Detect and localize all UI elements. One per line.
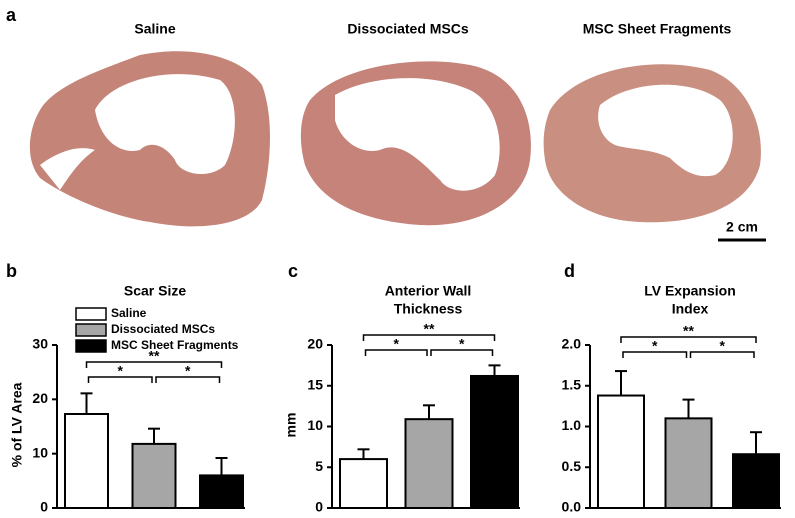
y-tick-label: 30 [32,336,48,352]
y-tick-label: 10 [307,417,323,433]
photo-title: Dissociated MSCs [347,21,469,37]
scale-bar-label: 2 cm [726,219,758,235]
panel-label: d [564,261,575,281]
significance-label: * [459,336,465,352]
significance-label: * [720,338,726,354]
bar [597,394,645,509]
chart-title: Index [672,301,709,317]
significance-label: * [652,338,658,354]
heart-photo [543,64,761,223]
y-tick-label: 2.0 [562,336,582,352]
bar [664,417,713,510]
y-tick-label: 15 [307,376,323,392]
bar [64,413,109,509]
y-tick-label: 0 [40,499,48,515]
bar [131,442,177,509]
y-axis-label: mm [283,413,299,438]
bar [199,474,244,509]
photo-title: Saline [134,21,175,37]
significance-label: ** [424,321,435,337]
panel-label: b [6,261,17,281]
legend-swatch [75,339,107,353]
significance-label: * [118,363,124,379]
legend-swatch [75,323,107,337]
y-tick-label: 0.0 [562,499,582,515]
legend-label: Saline [111,306,147,320]
significance-bracket [689,351,755,358]
y-tick-label: 5 [315,458,323,474]
chart-title: Anterior Wall [385,283,472,299]
bar [404,418,454,510]
photo-title: MSC Sheet Fragments [583,21,732,37]
significance-bracket [362,334,496,341]
legend-swatch [75,307,107,321]
bar [470,374,519,509]
significance-bracket [620,336,757,343]
bar [339,458,388,510]
significance-label: * [185,363,191,379]
y-tick-label: 20 [32,390,48,406]
heart-photo [29,51,270,227]
significance-label: ** [683,323,694,339]
chart-title: Scar Size [124,283,186,299]
legend-label: MSC Sheet Fragments [111,338,239,352]
legend-label: Dissociated MSCs [111,322,215,336]
y-tick-label: 20 [307,336,323,352]
significance-label: * [394,336,400,352]
significance-bracket [87,376,153,383]
y-tick-label: 10 [32,444,48,460]
panel-label: a [6,5,17,25]
significance-bracket [364,349,428,356]
y-tick-label: 1.0 [562,417,582,433]
significance-bracket [155,376,221,383]
significance-bracket [85,361,223,368]
significance-label: ** [149,348,160,364]
y-tick-label: 0.5 [562,458,582,474]
significance-bracket [430,349,494,356]
y-tick-label: 1.5 [562,376,582,392]
panel-label: c [288,261,298,281]
bar [732,453,780,509]
y-tick-label: 0 [315,499,323,515]
y-axis-label: % of LV Area [9,382,25,467]
significance-bracket [622,351,688,358]
chart-title: Thickness [394,301,463,317]
heart-photo [300,61,531,226]
chart-title: LV Expansion [644,283,736,299]
